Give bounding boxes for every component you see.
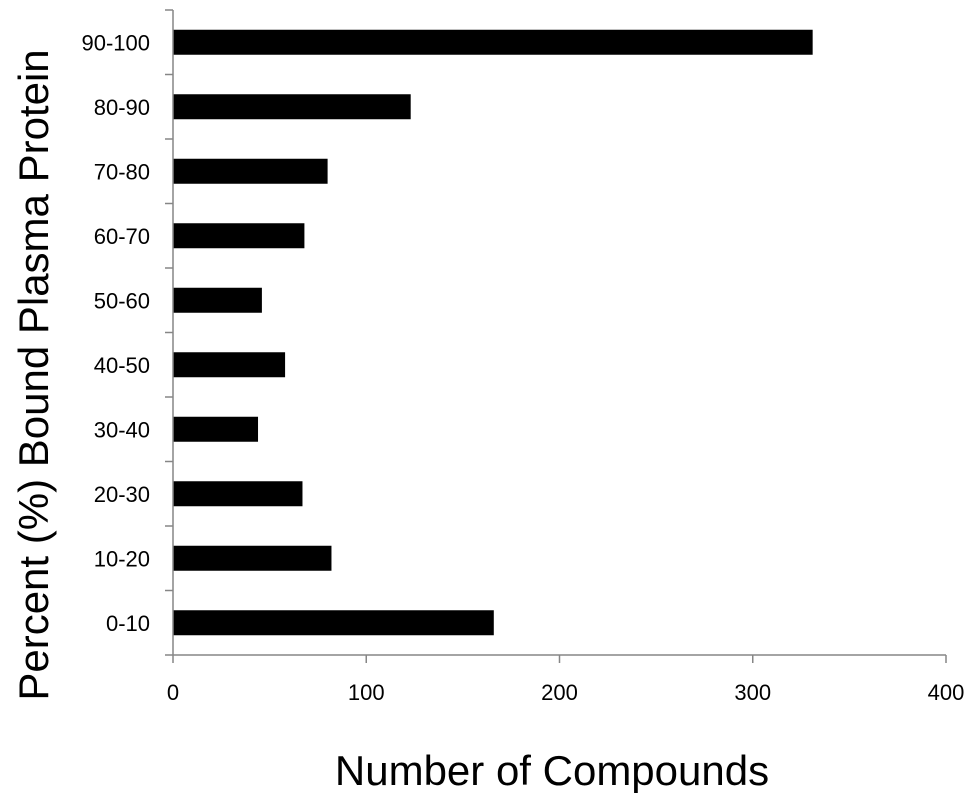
y-axis-title: Percent (%) Bound Plasma Protein (10, 49, 57, 700)
x-tick-label-0: 0 (167, 680, 179, 705)
x-tick-label-100: 100 (348, 680, 385, 705)
bar-20-30 (173, 481, 303, 507)
y-tick-label-70-80: 70-80 (94, 159, 150, 184)
bar-10-20 (173, 545, 332, 571)
bar-50-60 (173, 287, 262, 313)
y-tick-label-80-90: 80-90 (94, 95, 150, 120)
bar-70-80 (173, 158, 328, 184)
y-tick-labels: 0-10 10-20 20-30 30-40 40-50 50-60 60-70 70-80 8… (81, 30, 150, 636)
bars-group (173, 29, 813, 636)
x-tick-label-200: 200 (541, 680, 578, 705)
y-tick-label-90-100: 90-100 (81, 30, 150, 55)
bar-0-10 (173, 610, 494, 636)
y-tick-label-20-30: 20-30 (94, 482, 150, 507)
y-axis (165, 9, 174, 656)
bar-40-50 (173, 352, 286, 378)
x-tick-label-400: 400 (928, 680, 965, 705)
x-axis (172, 654, 947, 663)
y-tick-label-40-50: 40-50 (94, 353, 150, 378)
y-tick-label-50-60: 50-60 (94, 288, 150, 313)
bar-60-70 (173, 223, 305, 249)
y-tick-label-60-70: 60-70 (94, 224, 150, 249)
x-tick-label-300: 300 (734, 680, 771, 705)
y-tick-label-0-10: 0-10 (106, 611, 150, 636)
bar-80-90 (173, 94, 411, 120)
x-axis-title: Number of Compounds (335, 747, 769, 793)
bar-90-100 (173, 29, 813, 55)
bar-30-40 (173, 416, 259, 442)
y-tick-label-30-40: 30-40 (94, 417, 150, 442)
y-tick-label-10-20: 10-20 (94, 546, 150, 571)
x-tick-labels: 0 100 200 300 400 (167, 680, 964, 705)
